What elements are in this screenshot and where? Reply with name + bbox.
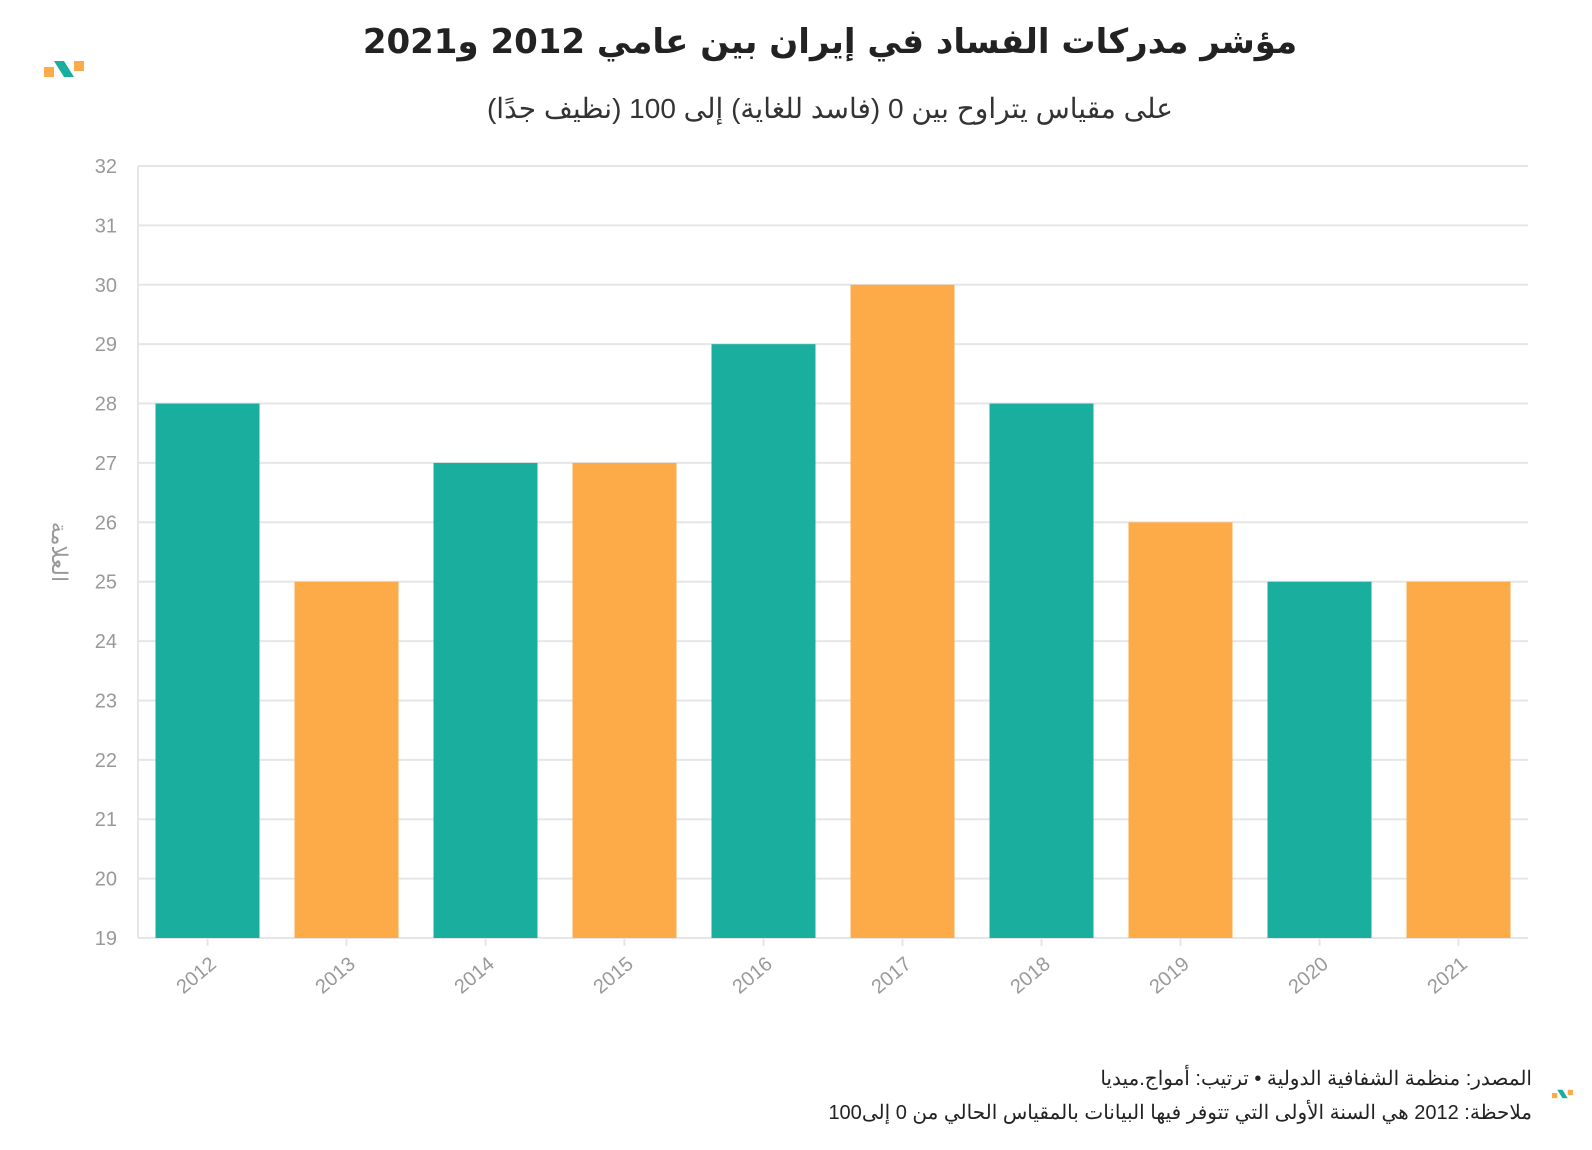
bar — [155, 403, 260, 938]
x-tick-label: 2016 — [728, 953, 776, 998]
bar — [294, 581, 399, 938]
bar — [989, 403, 1094, 938]
y-tick-label: 31 — [95, 215, 117, 237]
footer-note: ملاحظة: 2012 هي السنة الأولى التي تتوفر … — [828, 1102, 1532, 1124]
chart-subtitle: على مقياس يتراوح بين 0 (فاسد للغاية) إلى… — [486, 93, 1173, 124]
bar — [572, 462, 677, 938]
x-tick-label: 2013 — [311, 953, 359, 998]
x-tick-label: 2021 — [1423, 953, 1471, 998]
y-tick-label: 32 — [95, 156, 117, 178]
y-tick-label: 19 — [95, 928, 117, 950]
logo-icon — [44, 61, 84, 77]
y-tick-label: 21 — [95, 809, 117, 831]
x-tick-label: 2014 — [450, 953, 498, 998]
y-axis-title: العلامة — [46, 522, 71, 582]
y-tick-label: 29 — [95, 334, 117, 356]
y-tick-label: 28 — [95, 394, 117, 416]
chart-title: مؤشر مدركات الفساد في إيران بين عامي 201… — [362, 22, 1298, 62]
y-tick-label: 30 — [95, 275, 117, 297]
bar — [433, 462, 538, 938]
bar — [850, 284, 955, 938]
y-tick-label: 20 — [95, 869, 117, 891]
x-tick-label: 2018 — [1006, 953, 1054, 998]
x-tick-label: 2020 — [1284, 953, 1332, 998]
bar — [1267, 581, 1372, 938]
bar — [1128, 522, 1233, 938]
y-tick-label: 24 — [95, 631, 117, 653]
x-tick-label: 2015 — [589, 953, 637, 998]
x-tick-label: 2012 — [172, 953, 220, 998]
y-tick-label: 25 — [95, 572, 117, 594]
x-tick-label: 2019 — [1145, 953, 1193, 998]
y-tick-label: 23 — [95, 690, 117, 712]
x-tick-label: 2017 — [867, 953, 915, 998]
footer-source: المصدر: منظمة الشفافية الدولية • ترتيب: … — [1100, 1068, 1532, 1090]
y-tick-label: 27 — [95, 453, 117, 475]
bar — [1406, 581, 1511, 938]
logo-small-icon — [1552, 1089, 1573, 1099]
y-tick-label: 26 — [95, 512, 117, 534]
bar — [711, 344, 816, 939]
y-tick-label: 22 — [95, 750, 117, 772]
